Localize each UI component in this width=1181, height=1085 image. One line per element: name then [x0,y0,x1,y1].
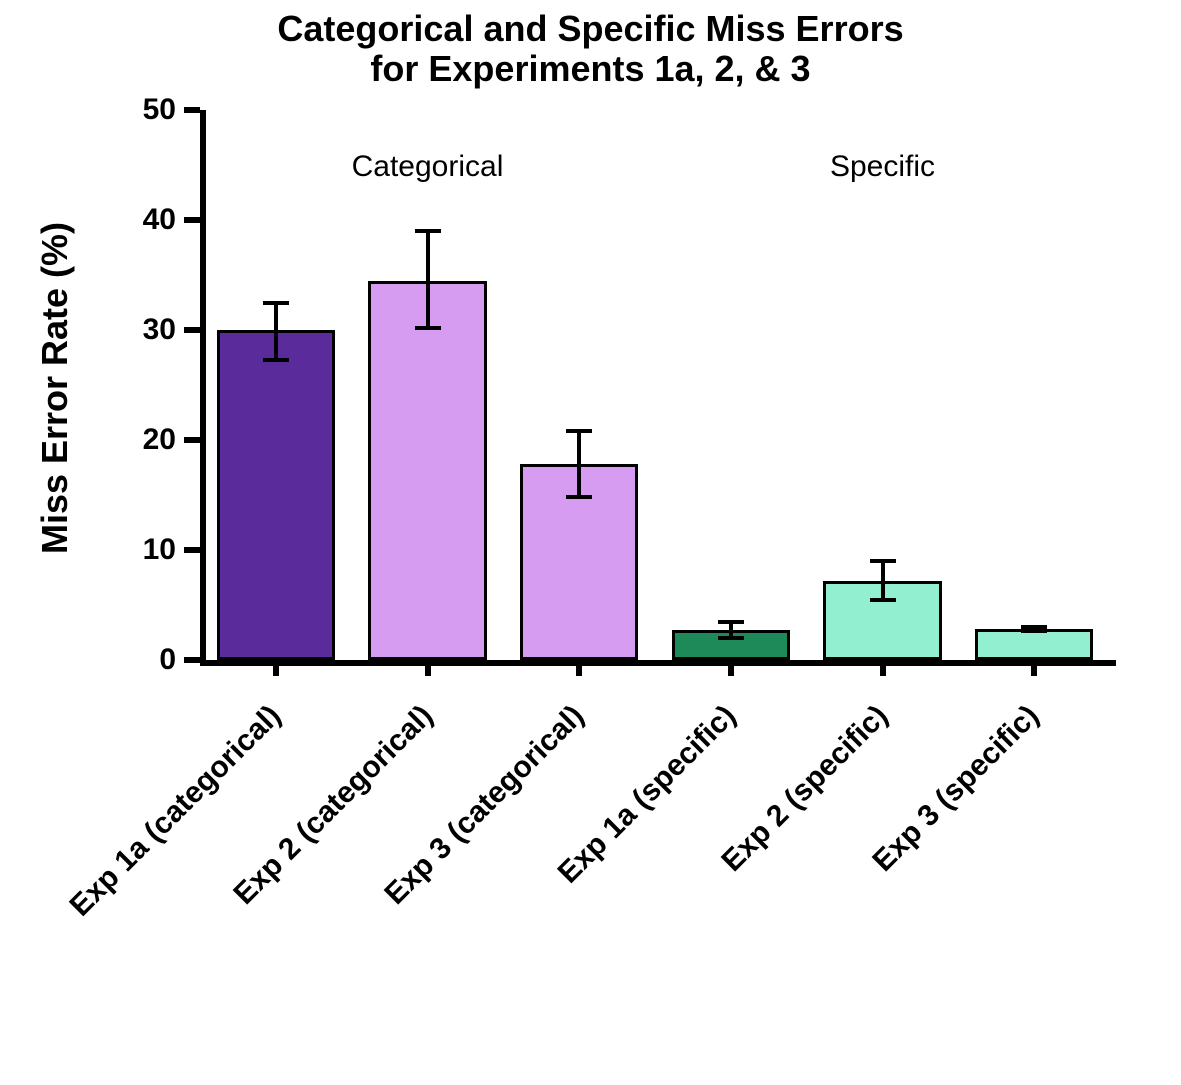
error-cap [263,301,289,305]
bar [975,629,1093,660]
error-bar [881,561,885,600]
y-tick-label: 10 [106,533,176,567]
error-cap [870,598,896,602]
y-tick [184,547,200,553]
x-category-label: Exp 3 (specific) [739,699,1046,1006]
error-bar [426,231,430,328]
x-tick [728,660,734,676]
x-category-label: Exp 3 (categorical) [284,699,591,1006]
y-tick-label: 0 [106,643,176,677]
x-category-label: Exp 2 (specific) [588,699,895,1006]
x-tick [576,660,582,676]
error-cap [566,495,592,499]
error-cap [718,620,744,624]
bar-chart: Categorical and Specific Miss Errors for… [0,0,1181,1085]
error-cap [1021,625,1047,629]
error-cap [1021,629,1047,633]
x-category-label: Exp 1a (categorical) [0,699,288,1006]
y-tick [184,657,200,663]
error-cap [566,429,592,433]
y-axis-label: Miss Error Rate (%) [34,113,76,663]
error-cap [718,636,744,640]
x-tick [880,660,886,676]
error-cap [415,229,441,233]
error-bar [274,303,278,360]
y-tick-label: 20 [106,423,176,457]
error-bar [577,431,581,497]
x-tick [425,660,431,676]
chart-title-line1: Categorical and Specific Miss Errors [0,8,1181,50]
y-tick [184,437,200,443]
x-tick [273,660,279,676]
bar [368,281,486,661]
error-cap [415,326,441,330]
y-tick [184,107,200,113]
y-tick-label: 40 [106,203,176,237]
chart-title-line2: for Experiments 1a, 2, & 3 [0,48,1181,90]
plot-area [200,110,1116,666]
error-cap [870,559,896,563]
y-tick [184,217,200,223]
y-tick-label: 30 [106,313,176,347]
y-tick [184,327,200,333]
x-category-label: Exp 2 (categorical) [133,699,440,1006]
x-category-label: Exp 1a (specific) [436,699,743,1006]
x-tick [1031,660,1037,676]
bar [217,330,335,660]
y-tick-label: 50 [106,93,176,127]
error-cap [263,358,289,362]
